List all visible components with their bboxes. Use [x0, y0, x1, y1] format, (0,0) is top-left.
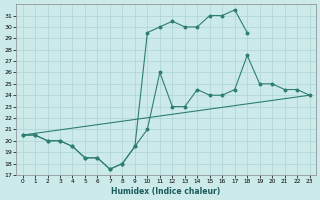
X-axis label: Humidex (Indice chaleur): Humidex (Indice chaleur): [111, 187, 221, 196]
